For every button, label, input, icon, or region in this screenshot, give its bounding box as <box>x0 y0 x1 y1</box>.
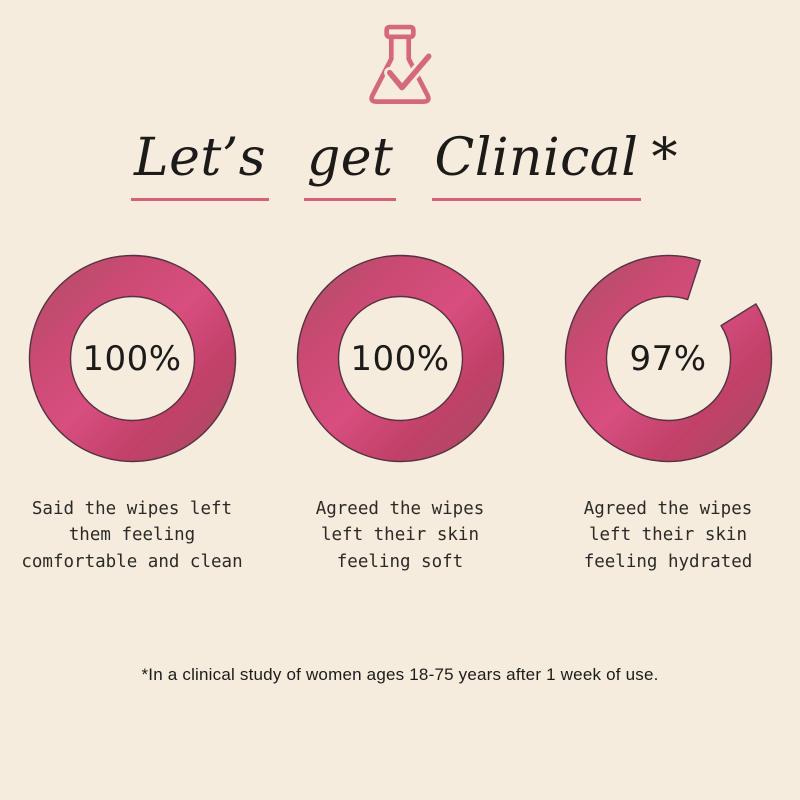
donut-percent-label: 100% <box>82 338 182 379</box>
donut-ring <box>564 254 772 463</box>
check-icon <box>386 53 432 91</box>
donut-caption: Said the wipes left them feeling comfort… <box>21 499 243 572</box>
footnote: *In a clinical study of women ages 18-75… <box>141 664 659 684</box>
flask-check-icon <box>369 24 433 104</box>
title-word-clinical: Clinical <box>431 129 642 202</box>
donut-ring <box>296 254 504 463</box>
donut-percent-label: 97% <box>629 338 707 379</box>
donut-chart: 100% <box>25 251 240 466</box>
title-asterisk: * <box>651 128 678 188</box>
title-word-get: get <box>304 129 397 202</box>
donut-stat: 100% Said the wipes left them feeling co… <box>4 251 260 575</box>
page-title: Let’s get Clinical * <box>0 128 800 202</box>
donut-stat: 97% Agreed the wipes left their skin fee… <box>540 251 796 575</box>
flask-body <box>369 34 431 104</box>
donut-stat: 100% Agreed the wipes left their skin fe… <box>272 251 528 575</box>
donut-caption: Agreed the wipes left their skin feeling… <box>583 499 753 572</box>
donut-ring <box>28 254 236 463</box>
title-word-lets: Let’s <box>131 129 269 202</box>
donut-chart-row: 100% Said the wipes left them feeling co… <box>0 251 800 575</box>
flask-lip <box>384 24 416 40</box>
donut-chart: 100% <box>293 251 508 466</box>
donut-percent-label: 100% <box>350 338 450 379</box>
donut-caption: Agreed the wipes left their skin feeling… <box>315 499 485 572</box>
donut-chart: 97% <box>561 251 776 466</box>
